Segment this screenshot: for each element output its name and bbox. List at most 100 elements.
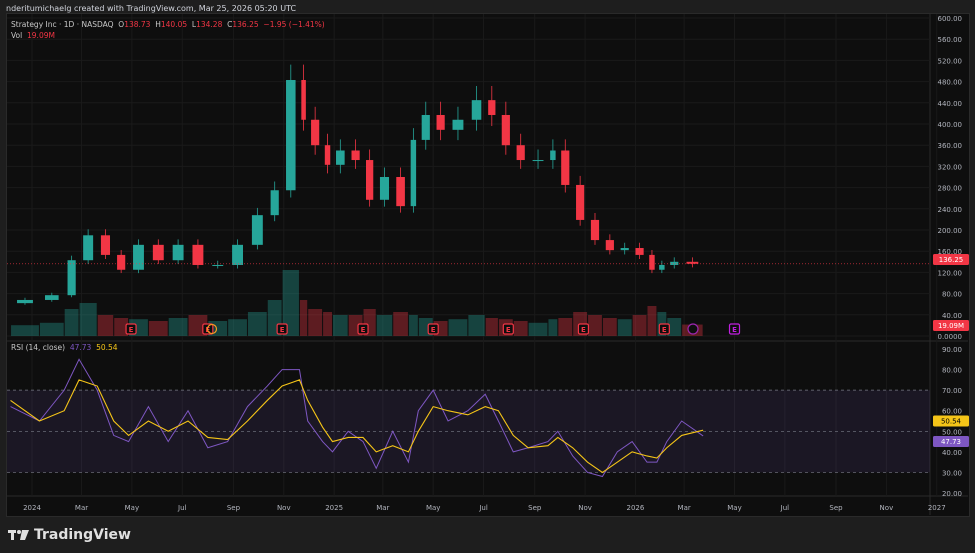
earnings-marker-icon [658,323,670,335]
candle-body [67,260,76,296]
volume-bar [667,318,682,336]
time-tick-label: Jul [478,504,488,512]
candle-body [396,177,405,207]
volume-legend: Vol 19.09M [11,31,55,40]
low-value: 134.28 [196,20,223,29]
candle-body [83,235,94,261]
candle-body [17,299,33,304]
volume-bar [602,318,617,336]
candle-body [649,254,655,270]
candle-body [351,150,360,161]
candle-body [659,264,665,270]
candle-body [436,114,445,130]
open-label: O [118,20,125,29]
time-tick-label: Jul [177,504,187,512]
brand-name: TradingView [34,527,131,543]
candle-body [172,244,184,261]
earnings-marker-icon [276,323,288,335]
volume-bar [468,315,485,336]
chart-frame[interactable] [6,13,970,517]
price-tick-label: 360.00 [938,142,963,150]
volume-badge: 19.09M [938,322,964,330]
volume-bar [228,319,247,336]
candle-body [336,150,345,165]
volume-bar [308,309,323,336]
candle-body [670,261,679,265]
chart-credit: nderitumichaelg created with TradingView… [6,4,297,13]
volume-bar [632,315,647,336]
open-value: 138.73 [124,20,151,29]
volume-bar [528,322,548,336]
earnings-marker-letter: E [129,326,134,334]
volume-label: Vol [11,31,23,40]
close-value: 136.25 [232,20,259,29]
price-tick-label: 0.0000 [938,333,963,341]
candle-body [501,114,510,146]
change-value: −1.95 (−1.41%) [263,20,325,29]
earnings-marker-letter: E [732,326,737,334]
last-price-badge: 136.25 [939,256,964,264]
volume-bar [323,312,332,336]
candle-body [635,248,644,255]
candle-body [286,80,296,191]
earnings-marker-letter: E [581,326,586,334]
rsi-badge: 47.73 [941,438,961,446]
candle-body [365,160,374,200]
time-tick-label: Mar [376,504,389,512]
earnings-marker-icon [125,323,137,335]
time-tick-label: Nov [880,504,894,512]
price-tick-label: 160.00 [938,248,963,256]
rsi-ma-badge-bg [933,415,969,427]
candle-body [232,244,243,265]
rsi-label: RSI (14, close) [11,343,66,352]
volume-bar [114,318,129,336]
volume-bar [588,315,602,336]
earnings-marker-letter: E [280,326,285,334]
volume-value: 19.09M [27,31,55,40]
rsi-legend: RSI (14, close) 47.73 50.54 [11,343,118,352]
rsi-tick-label: 80.00 [942,367,962,375]
price-tick-label: 560.00 [938,36,963,44]
volume-bar [448,319,468,336]
price-tick-label: 240.00 [938,206,963,214]
earnings-marker-letter: E [662,326,667,334]
volume-bar [485,318,498,336]
time-tick-label: Sep [227,504,241,512]
candle-body [452,119,464,130]
candle-body [100,235,111,255]
symbol-title: Strategy Inc · 1D · NASDAQ [11,20,114,29]
candle-body [620,248,629,251]
volume-bar [79,303,97,336]
candle-body [421,114,430,140]
rsi-tick-label: 50.00 [942,428,962,436]
volume-bar [617,319,632,336]
earnings-marker-icon [728,323,741,335]
candle-body [471,100,482,120]
high-value: 140.05 [160,20,188,29]
tradingview-logo[interactable]: TradingView [8,527,131,543]
volume-bar [39,322,64,336]
low-label: L [191,20,197,29]
time-tick-label: Nov [277,504,291,512]
price-tick-label: 600.00 [938,15,963,23]
time-tick-label: 2025 [325,504,343,512]
candle-body [550,150,556,161]
volume-bar [299,300,308,336]
volume-bar [332,315,348,336]
volume-bar [548,319,558,336]
price-tick-label: 280.00 [938,185,963,193]
candle-body [561,150,570,185]
earnings-marker-icon [427,323,439,335]
earnings-marker-letter: E [506,326,511,334]
candle-body [311,119,320,146]
rsi-tick-label: 60.00 [942,408,962,416]
price-tick-label: 120.00 [938,269,963,277]
volume-bar [558,318,573,336]
candle-body [324,145,331,165]
time-tick-label: Sep [528,504,542,512]
volume-bar [376,315,393,336]
close-label: C [227,20,233,29]
volume-bar [282,270,299,336]
volume-bar [11,325,39,336]
